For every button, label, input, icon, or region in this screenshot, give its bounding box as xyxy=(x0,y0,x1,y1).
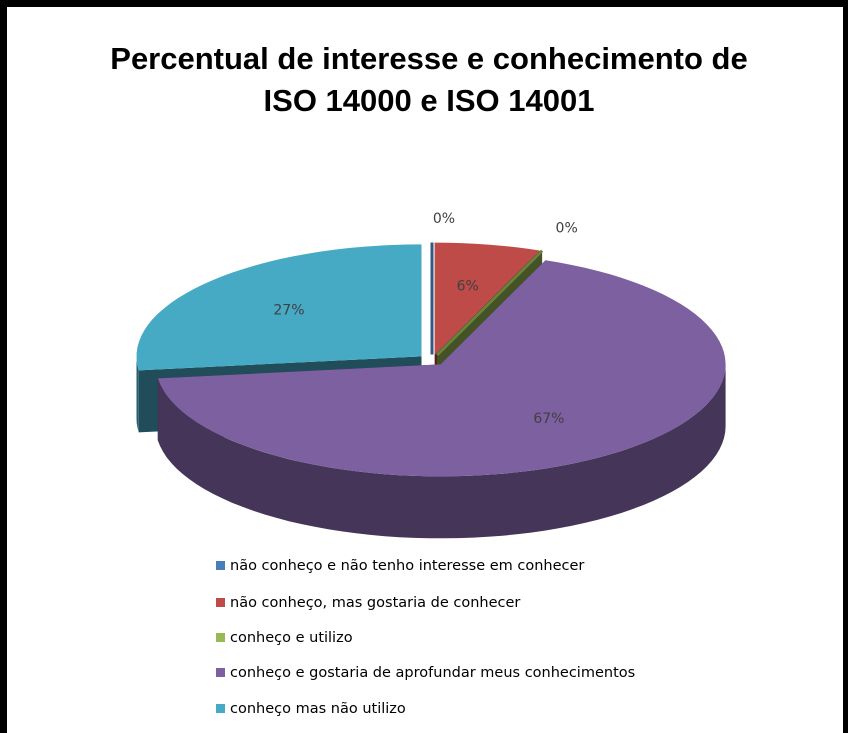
data-label: 27% xyxy=(273,302,304,318)
legend-label: conheço mas não utilizo xyxy=(230,701,406,717)
legend-label: conheço e gostaria de aprofundar meus co… xyxy=(230,665,635,681)
legend-swatch xyxy=(216,668,225,677)
legend-swatch xyxy=(216,704,225,713)
slice-wall xyxy=(136,356,139,433)
slice xyxy=(136,244,422,371)
legend-label: não conheço e não tenho interesse em con… xyxy=(230,558,584,574)
legend-label: não conheço, mas gostaria de conhecer xyxy=(230,595,520,611)
chart-title: Percentual de interesse e conhecimento d… xyxy=(110,41,748,118)
data-label: 0% xyxy=(556,220,578,236)
slice xyxy=(157,260,726,477)
legend-swatch xyxy=(216,598,225,607)
data-label: 0% xyxy=(433,211,455,227)
legend-swatch xyxy=(216,561,225,570)
legend-label: conheço e utilizo xyxy=(230,630,353,646)
slice xyxy=(434,242,540,355)
data-label: 67% xyxy=(533,411,564,427)
slice xyxy=(436,249,544,356)
data-label: 6% xyxy=(457,278,479,294)
legend-swatch xyxy=(216,633,225,642)
slice-wall xyxy=(157,364,726,539)
